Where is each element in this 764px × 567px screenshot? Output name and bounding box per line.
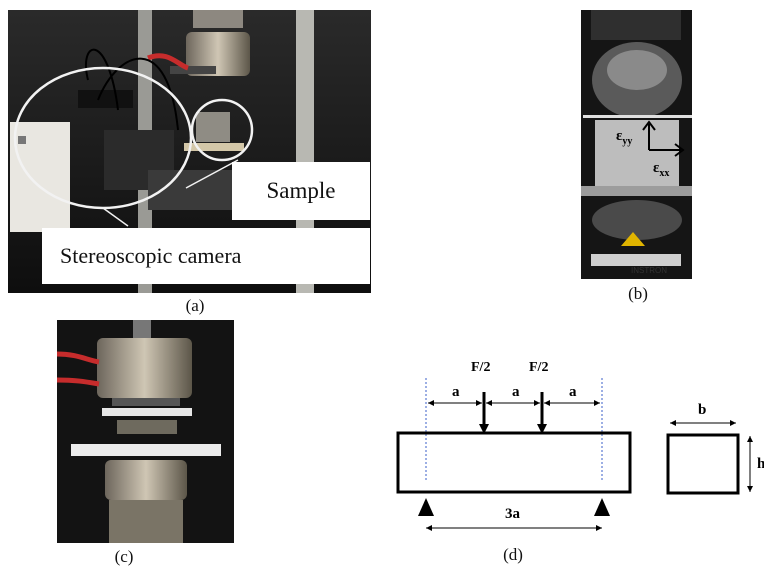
load-label-right: F/2 bbox=[529, 360, 549, 375]
photo-specimen-illustration bbox=[581, 10, 692, 279]
machine-brand-text: INSTRON bbox=[631, 266, 667, 275]
strain-xx-label: εxx bbox=[653, 160, 670, 179]
height-label-h: h bbox=[757, 456, 764, 472]
four-point-bending-diagram: F/2 F/2 a a a 3a b h bbox=[380, 360, 764, 540]
bending-schematic bbox=[396, 378, 753, 531]
span-label-a1: a bbox=[452, 384, 460, 400]
caption-c: (c) bbox=[114, 547, 134, 566]
photo-bending-fixture bbox=[57, 320, 234, 543]
sample-label: Sample bbox=[232, 162, 370, 220]
span-label-3a: 3a bbox=[505, 506, 520, 522]
photo-setup-illustration bbox=[8, 10, 371, 293]
caption-a: (a) bbox=[185, 296, 205, 315]
span-label-a2: a bbox=[512, 384, 520, 400]
caption-b: (b) bbox=[628, 284, 648, 303]
strain-yy-label: εyy bbox=[616, 128, 633, 147]
camera-label: Stereoscopic camera bbox=[42, 228, 370, 284]
photo-specimen-dic: εyy εxx INSTRON bbox=[581, 10, 692, 279]
caption-d: (d) bbox=[503, 545, 523, 564]
photo-fixture-illustration bbox=[57, 320, 234, 543]
photo-test-setup bbox=[8, 10, 371, 293]
width-label-b: b bbox=[698, 402, 707, 418]
load-label-left: F/2 bbox=[471, 360, 491, 375]
span-label-a3: a bbox=[569, 384, 577, 400]
